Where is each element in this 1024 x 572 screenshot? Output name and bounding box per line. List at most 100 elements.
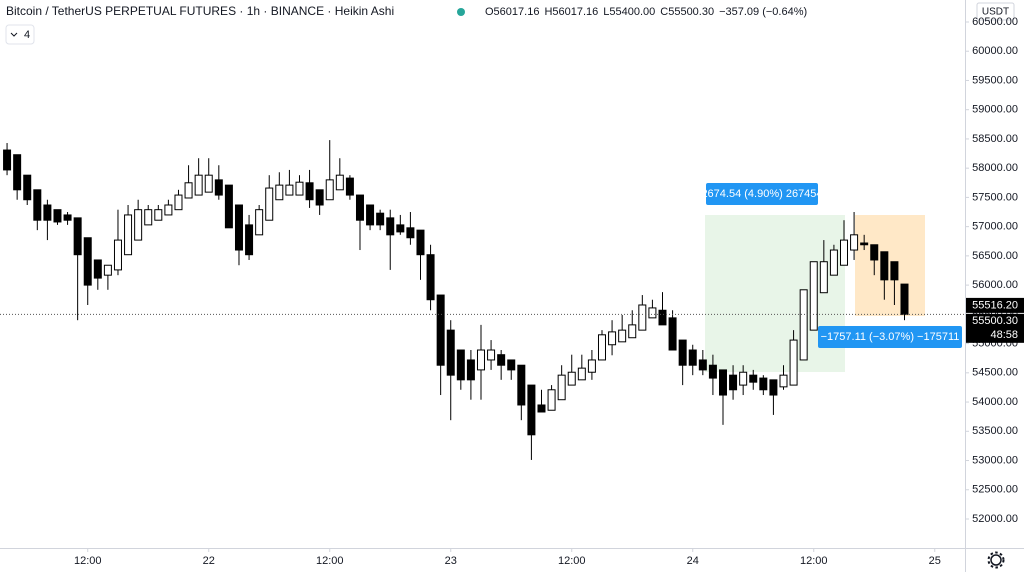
candle-down <box>729 374 738 391</box>
candle-down <box>880 251 889 281</box>
candle-up <box>809 261 818 331</box>
measure-label-box <box>818 326 962 348</box>
y-tick-label: 53000.00 <box>972 454 1018 466</box>
price-label: 55500.30 <box>972 315 1018 327</box>
candle-down <box>63 214 72 221</box>
short-measure-zone[interactable] <box>855 215 925 316</box>
ohlc-value: C55500.30 <box>660 6 714 18</box>
indicator-toggle[interactable] <box>5 24 35 45</box>
candle-down <box>497 354 506 366</box>
y-tick-label: 54500.00 <box>972 367 1018 379</box>
candle-down <box>860 242 869 246</box>
candle-up <box>275 184 284 201</box>
candle-down <box>406 227 415 239</box>
candle-up <box>174 194 183 211</box>
candle-down <box>658 309 667 326</box>
candle-up <box>557 374 566 401</box>
candle-up <box>648 307 657 319</box>
candle-down <box>366 204 375 226</box>
candle-up <box>850 234 859 251</box>
candle-down <box>305 182 314 201</box>
measure-label: 2674.54 (4.90%) 267454 <box>701 188 822 200</box>
candle-down <box>23 174 32 201</box>
candle-up <box>124 214 133 256</box>
candle-down <box>466 359 475 381</box>
candle-down <box>900 283 909 315</box>
candle-down <box>678 339 687 366</box>
candle-down <box>759 377 768 391</box>
y-tick-label: 53500.00 <box>972 425 1018 437</box>
candle-up <box>829 249 838 276</box>
countdown-box <box>966 327 1024 343</box>
candle-up <box>154 209 163 221</box>
candle-up <box>144 209 153 226</box>
gear-teeth <box>987 551 1005 569</box>
y-tick-label: 54000.00 <box>972 396 1018 408</box>
candle-down <box>416 229 425 256</box>
gear-ring <box>990 554 1002 566</box>
candle-down <box>13 154 22 191</box>
price-label-box <box>966 313 1024 329</box>
candle-down <box>245 224 254 256</box>
candle-down <box>43 204 52 221</box>
y-tick-label: 60500.00 <box>972 16 1018 28</box>
candle-down <box>668 317 677 351</box>
candle-up <box>779 374 788 388</box>
candle-up <box>839 239 848 266</box>
candle-up <box>476 349 485 371</box>
candle-up <box>618 329 627 343</box>
y-tick-label: 60000.00 <box>972 45 1018 57</box>
y-tick-label: 59500.00 <box>972 74 1018 86</box>
long-measure-zone[interactable] <box>705 215 845 372</box>
candle-down <box>718 369 727 396</box>
candle-up <box>194 174 203 196</box>
candle-up <box>608 331 617 346</box>
y-tick-label: 59000.00 <box>972 104 1018 116</box>
candle-up <box>255 209 264 236</box>
status-dot <box>457 8 465 16</box>
candle-up <box>134 209 143 241</box>
candle-down <box>870 244 879 261</box>
candle-down <box>355 194 364 221</box>
candle-down <box>426 254 435 301</box>
candle-up <box>819 261 828 294</box>
x-tick-label: 12:00 <box>74 555 102 567</box>
ohlc-value: H56017.16 <box>544 6 598 18</box>
candle-down <box>698 359 707 371</box>
candle-up <box>325 179 334 201</box>
candle-up <box>789 339 798 386</box>
candle-down <box>53 209 62 223</box>
candle-up <box>587 359 596 373</box>
candle-down <box>436 294 445 366</box>
x-tick-label: 12:00 <box>558 555 586 567</box>
candle-down <box>386 217 395 236</box>
candle-down <box>446 329 455 376</box>
settings-icon[interactable] <box>987 551 1005 569</box>
candle-up <box>487 349 496 361</box>
currency: USDT <box>982 7 1009 18</box>
candle-down <box>769 379 778 396</box>
candle-up <box>335 174 344 191</box>
ohlc-readout: O56017.16 H56017.16 L55400.00 C55500.30 −357… <box>485 6 807 18</box>
candle-up <box>567 371 576 386</box>
currency-button[interactable] <box>976 2 1015 21</box>
candle-down <box>507 359 516 371</box>
candle-down <box>3 149 12 171</box>
x-tick-label: 23 <box>445 555 457 567</box>
candle-up <box>164 204 173 216</box>
y-tick-label: 57000.00 <box>972 221 1018 233</box>
candle-up <box>628 324 637 339</box>
candle-down <box>234 204 243 251</box>
candle-down <box>527 384 536 436</box>
y-tick-label: 52500.00 <box>972 484 1018 496</box>
candle-up <box>295 181 304 196</box>
y-tick-label: 52000.00 <box>972 513 1018 525</box>
y-tick-label: 58500.00 <box>972 133 1018 145</box>
measure-label: −1757.11 (−3.07%) −175711 <box>821 331 960 343</box>
y-tick-label: 56000.00 <box>972 279 1018 291</box>
x-tick-label: 12:00 <box>800 555 828 567</box>
x-tick-label: 25 <box>929 555 941 567</box>
candle-down <box>73 217 82 256</box>
y-tick-label: 58000.00 <box>972 162 1018 174</box>
ohlc-value: L55400.00 <box>603 6 655 18</box>
